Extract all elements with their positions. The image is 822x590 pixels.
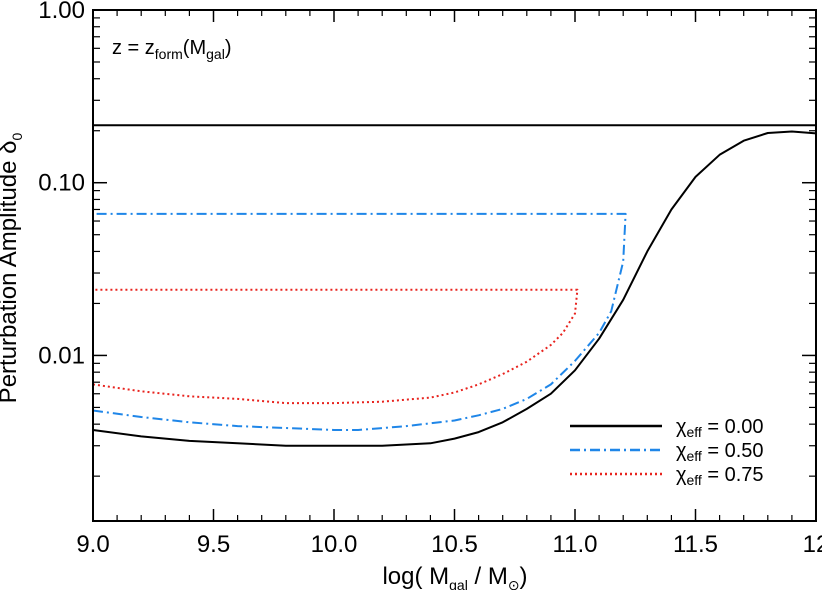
annotation-close: ) <box>225 37 232 59</box>
annotation: z = zform(Mgal) <box>112 37 231 62</box>
y-tick-label: 1.00 <box>38 0 85 24</box>
x-tick-label: 10.5 <box>431 531 478 558</box>
x-tick-label: 11.5 <box>673 531 718 558</box>
annotation-rhs: (M <box>183 37 206 59</box>
x-tick-label: 9.0 <box>76 531 109 558</box>
x-axis-title-prefix: log( M <box>382 563 449 590</box>
x-axis-title-sub2: ⊙ <box>508 577 520 590</box>
y-tick-label: 0.01 <box>38 342 85 369</box>
x-tick-label: 10.0 <box>311 531 358 558</box>
x-tick-label: 9.5 <box>197 531 230 558</box>
annotation-lhs-sub: form <box>155 46 183 62</box>
x-tick-label: 11.0 <box>553 531 598 558</box>
y-axis-title-text: Perturbation Amplitude δ <box>0 140 22 403</box>
x-axis-title-mid: / M <box>468 563 508 590</box>
x-axis-title-sub1: gal <box>449 577 468 590</box>
y-axis-title-sub: 0 <box>9 132 25 140</box>
legend-label-1: χeff = 0.50 <box>676 440 764 464</box>
series-line-2 <box>92 288 579 405</box>
annotation-lhs: z = z <box>112 37 155 59</box>
y-axis-title: Perturbation Amplitude δ0 <box>0 132 25 403</box>
x-axis-title-suffix: ) <box>520 563 528 590</box>
legend-label-2: χeff = 0.75 <box>676 464 764 488</box>
y-tick-label: 0.10 <box>38 170 85 197</box>
x-axis-title: log( Mgal / M⊙) <box>382 563 527 590</box>
series-line-0 <box>92 130 817 447</box>
x-tick-label: 12 <box>803 531 822 558</box>
series-line-1 <box>92 212 627 431</box>
annotation-rhs-sub: gal <box>206 46 225 62</box>
legend-label-0: χeff = 0.00 <box>676 416 764 440</box>
